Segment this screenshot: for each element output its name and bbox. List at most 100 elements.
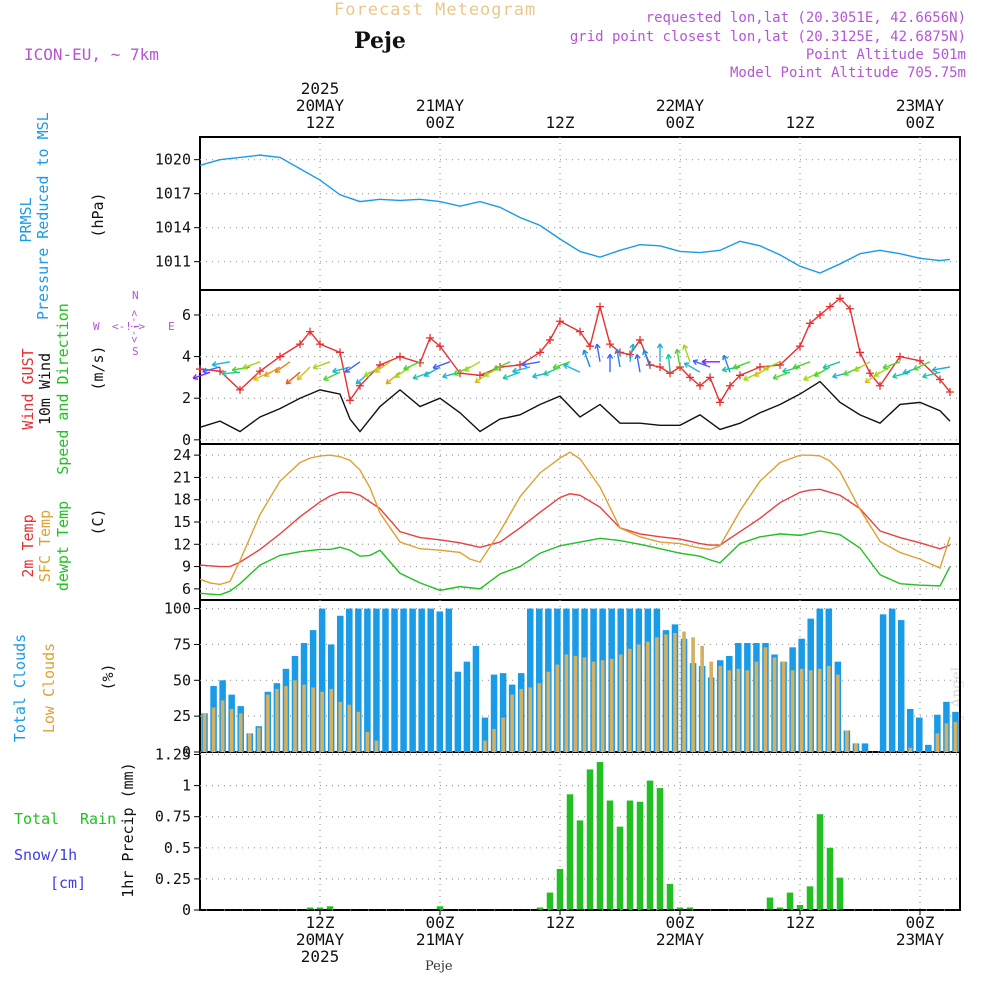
wind-arrow-head [192,374,199,381]
wind-direction-arrow [453,366,471,376]
total-cloud-bar [436,611,444,752]
gust-marker [256,367,264,376]
wind-arrow-head [822,363,829,370]
low-cloud-bar [745,670,750,752]
wind-arrow-head [763,364,769,371]
top-axis-label: 00Z [666,113,695,132]
wind-direction-arrow [684,362,701,373]
precip-bar [806,886,814,910]
precip-bar [686,907,694,910]
footer-place: Peje [425,959,453,974]
wind-arrow-head [483,371,490,377]
gust-marker [846,304,854,313]
low-cloud-bar [845,730,849,752]
wind-direction-arrow [643,349,651,368]
temperature-sfc-temp-line [199,451,951,586]
top-axis-label: 21MAY [416,96,465,115]
wind-arrow-head [732,363,739,370]
wind-arrow-head [582,349,589,356]
wind-arrow-head [332,367,338,374]
gust-marker [896,352,904,361]
gust-marker [196,365,204,374]
wind-ytick-label: 0 [182,431,191,449]
gust-marker [936,375,944,384]
gust-marker [716,398,724,407]
wind-arrow-head [263,371,270,377]
low-cloud-bar [275,688,279,752]
low-cloud-bar [338,701,343,752]
precip-total-label: Total [14,810,60,828]
low-cloud-bar [320,691,324,752]
total-cloud-bar [454,671,462,752]
low-cloud-bar [754,661,759,752]
gust-marker [806,319,814,328]
wind-direction-arrow [922,371,941,378]
precip-bar [316,907,324,910]
wind-direction-arrow [782,366,801,373]
wind-arrow-head [656,343,664,349]
low-cloud-bar [483,740,487,752]
precipitation-ytick-label: 1.25 [155,745,191,763]
wind-arrow-head [629,343,636,349]
low-cloud-bar [817,668,822,752]
low-cloud-bar [519,688,523,752]
wind-arrow-head [423,371,430,377]
gust-marker [336,348,344,357]
temperature-ytick-label: 15 [173,513,191,531]
wind-direction-arrow [667,354,671,373]
low-cloud-bar [953,721,958,752]
gust-marker [686,373,694,382]
compass-s: S [132,345,139,358]
wind-arrow-head [285,378,292,385]
gust-marker [626,350,634,359]
compass-e: E [168,320,175,333]
precip-bar [796,905,804,910]
total-cloud-bar [925,744,932,752]
bottom-axis-label: 2025 [301,947,340,966]
gust-marker [296,340,304,349]
temperature-dewpt-temp-line [199,530,951,596]
wind-direction-arrow [212,361,231,366]
precip-bar [306,907,314,910]
top-axis-label: 2025 [301,79,340,98]
pressure-ytick-label: 1020 [155,151,191,169]
precipitation-ytick-label: 0 [182,901,191,919]
wind-arrow-head [323,375,329,382]
gust-marker [306,327,314,336]
total-cloud-bar [346,608,353,752]
wind-direction-arrow [344,361,361,373]
compass-n: N [132,289,139,302]
wind-arrow-head [722,354,729,361]
wind-arrow-head [792,363,799,370]
precip-bar [776,907,784,910]
wind-direction-arrow [854,361,871,372]
total-cloud-bar [499,673,507,752]
top-axis-label: 20MAY [296,96,345,115]
total-cloud-bar [445,608,453,752]
low-cloud-bar [365,731,370,752]
clouds-ytick-label: 100 [164,600,191,618]
precip-bar [606,800,614,910]
low-cloud-bar [772,657,777,752]
low-cloud-bar [718,665,723,752]
bottom-axis-label: 00Z [906,913,935,932]
wind-arrow-head [493,364,499,371]
wind-arrow-head [674,348,681,355]
wind-direction-arrow [312,361,331,369]
low-cloud-bar [582,657,587,752]
low-cloud-bar [573,655,578,752]
wind-direction-arrow [676,349,681,368]
temperature-ytick-label: 6 [182,580,191,598]
low-cloud-bar [501,717,505,752]
top-axis-label: 12Z [546,113,575,132]
wind-direction-arrow [385,371,401,385]
precip-bar [586,769,594,910]
wind-direction-arrow [412,371,431,380]
wind-arrow-head [385,378,392,385]
wind-direction-arrow [512,366,531,373]
wind-arrow-head [502,374,509,381]
wind-direction-arrow [374,361,391,373]
low-cloud-bar [790,670,795,752]
wind-direction-arrow [596,343,601,362]
wind-arrow-head [843,370,849,376]
